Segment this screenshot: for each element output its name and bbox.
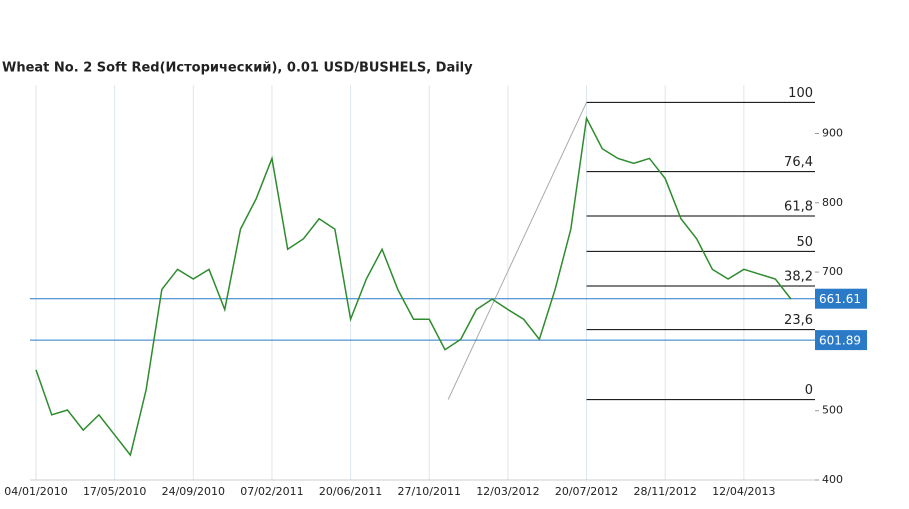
fib-label: 0 [805, 383, 813, 398]
x-tick-label: 07/02/2011 [240, 485, 303, 498]
y-tick-label: 800 [822, 196, 843, 209]
y-tick-label: 400 [822, 473, 843, 486]
x-tick-label: 17/05/2010 [83, 485, 146, 498]
price-box [815, 288, 867, 309]
chart-title: Wheat No. 2 Soft Red(Исторический), 0.01… [2, 61, 473, 76]
y-tick-label: 900 [822, 127, 843, 140]
price-label: 601.89 [819, 334, 861, 348]
price-label: 661.61 [819, 292, 861, 306]
fib-label: 76,4 [784, 155, 813, 170]
x-tick-label: 04/01/2010 [4, 485, 67, 498]
x-tick-label: 20/07/2012 [555, 485, 618, 498]
x-tick-label: 24/09/2010 [162, 485, 225, 498]
fib-label: 61,8 [784, 199, 813, 214]
x-tick-label: 20/06/2011 [319, 485, 382, 498]
price-box [815, 330, 867, 351]
y-tick-label: 500 [822, 404, 843, 417]
x-tick-label: 12/03/2012 [476, 485, 539, 498]
x-tick-label: 27/10/2011 [398, 485, 461, 498]
fib-label: 50 [796, 235, 813, 250]
y-tick-label: 700 [822, 265, 843, 278]
price-series [35, 115, 792, 457]
fib-trend [447, 102, 588, 400]
x-tick-label: 28/11/2012 [633, 485, 696, 498]
fib-label: 38,2 [784, 269, 813, 284]
fib-label: 100 [788, 86, 813, 101]
fib-label: 23,6 [784, 313, 813, 328]
x-tick-label: 12/04/2013 [712, 485, 775, 498]
